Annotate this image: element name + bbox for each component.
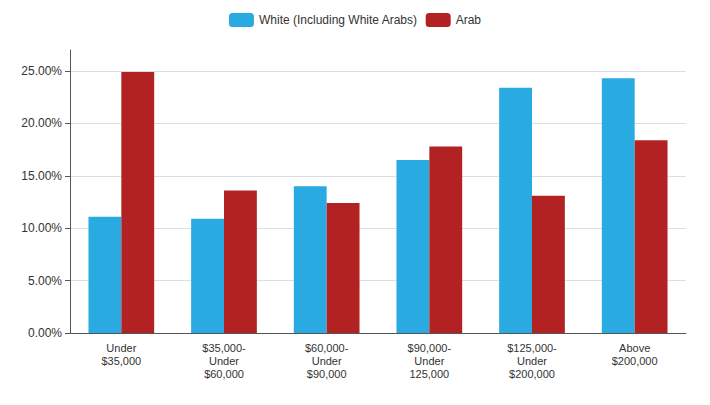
svg-text:$35,000: $35,000 — [101, 355, 141, 367]
svg-text:125,000: 125,000 — [409, 368, 449, 380]
svg-text:White (Including White Arabs): White (Including White Arabs) — [259, 13, 417, 27]
svg-text:0.00%: 0.00% — [28, 326, 62, 340]
svg-text:Under: Under — [414, 355, 444, 367]
svg-text:$60,000-: $60,000- — [305, 342, 349, 354]
svg-text:$90,000-: $90,000- — [408, 342, 452, 354]
svg-text:Under: Under — [312, 355, 342, 367]
svg-text:$200,000: $200,000 — [509, 368, 555, 380]
svg-text:Above: Above — [619, 342, 650, 354]
svg-text:$200,000: $200,000 — [612, 355, 658, 367]
svg-text:15.00%: 15.00% — [21, 169, 62, 183]
svg-text:Arab: Arab — [456, 13, 482, 27]
svg-text:$125,000-: $125,000- — [507, 342, 557, 354]
svg-text:$35,000-: $35,000- — [202, 342, 246, 354]
svg-text:10.00%: 10.00% — [21, 221, 62, 235]
svg-text:$90,000: $90,000 — [307, 368, 347, 380]
svg-text:Under: Under — [209, 355, 239, 367]
svg-text:Under: Under — [106, 342, 136, 354]
svg-text:25.00%: 25.00% — [21, 64, 62, 78]
svg-text:5.00%: 5.00% — [28, 274, 62, 288]
svg-text:20.00%: 20.00% — [21, 116, 62, 130]
svg-text:$60,000: $60,000 — [204, 368, 244, 380]
svg-text:Under: Under — [517, 355, 547, 367]
